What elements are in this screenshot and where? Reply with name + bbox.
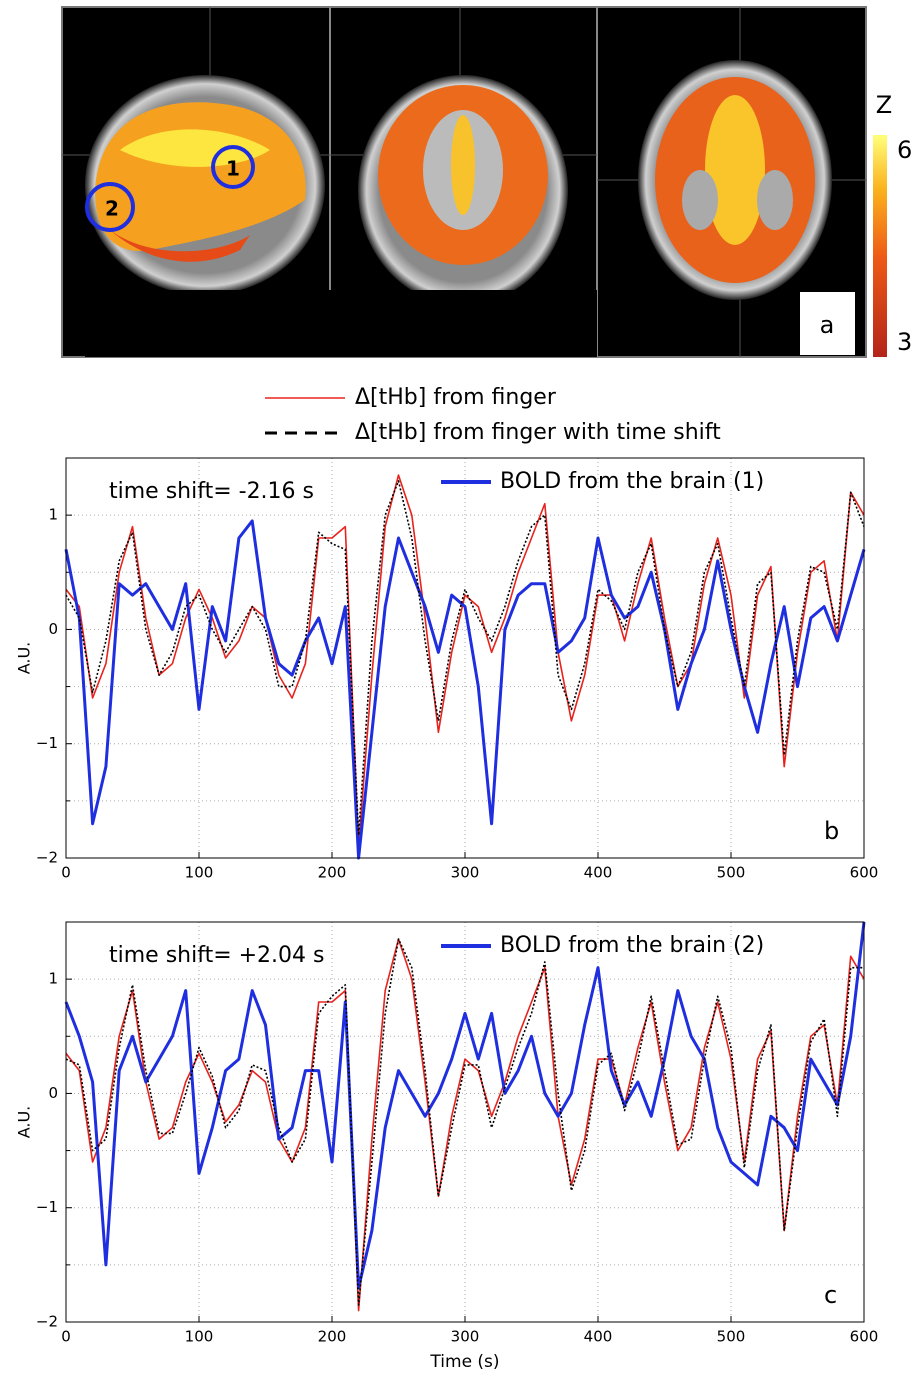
legend-label: Δ[tHb] from finger with time shift	[355, 420, 721, 445]
y-tick-label: 1	[48, 970, 58, 988]
x-tick-label: 0	[61, 864, 71, 882]
legend-label: Δ[tHb] from finger	[355, 385, 557, 410]
x-tick-label: 200	[318, 1328, 347, 1346]
colorbar-min: 3	[897, 328, 912, 356]
marker-label: 2	[105, 197, 119, 221]
x-tick-label: 500	[717, 1328, 746, 1346]
x-tick-label: 200	[318, 864, 347, 882]
y-tick-label: 0	[48, 1084, 58, 1102]
x-tick-label: 400	[584, 864, 613, 882]
legend-label: BOLD from the brain (2)	[500, 933, 764, 958]
y-tick-label: −1	[36, 734, 58, 752]
x-tick-label: 500	[717, 864, 746, 882]
annotation: time shift= -2.16 s	[109, 479, 314, 504]
x-tick-label: 100	[185, 864, 214, 882]
marker-label: 1	[226, 157, 240, 181]
x-axis-label: Time (s)	[429, 1352, 499, 1372]
colorbar-title: Z	[876, 91, 892, 119]
y-tick-label: 0	[48, 620, 58, 638]
y-axis-label: A.U.	[15, 642, 34, 675]
colorbar	[873, 135, 887, 357]
annotation: time shift= +2.04 s	[109, 943, 325, 968]
x-tick-label: 400	[584, 1328, 613, 1346]
legend-label: BOLD from the brain (1)	[500, 469, 764, 494]
y-tick-label: −2	[36, 849, 58, 867]
colorbar-max: 6	[897, 136, 912, 164]
y-tick-label: −2	[36, 1313, 58, 1331]
x-tick-label: 0	[61, 1328, 71, 1346]
x-tick-label: 100	[185, 1328, 214, 1346]
panel-label: b	[824, 817, 839, 845]
panel-label: a	[820, 311, 835, 339]
y-tick-label: −1	[36, 1198, 58, 1216]
x-tick-label: 300	[451, 864, 480, 882]
x-tick-label: 300	[451, 1328, 480, 1346]
y-tick-label: 1	[48, 506, 58, 524]
y-axis-label: A.U.	[15, 1106, 34, 1139]
panel-label: c	[824, 1281, 837, 1309]
x-tick-label: 600	[850, 1328, 879, 1346]
x-tick-label: 600	[850, 864, 879, 882]
figure: 1 2 a Z 6 3 0100200300400500600−2−101tim…	[0, 0, 919, 1379]
brain-panel: 1 2 a Z 6 3	[62, 7, 912, 357]
